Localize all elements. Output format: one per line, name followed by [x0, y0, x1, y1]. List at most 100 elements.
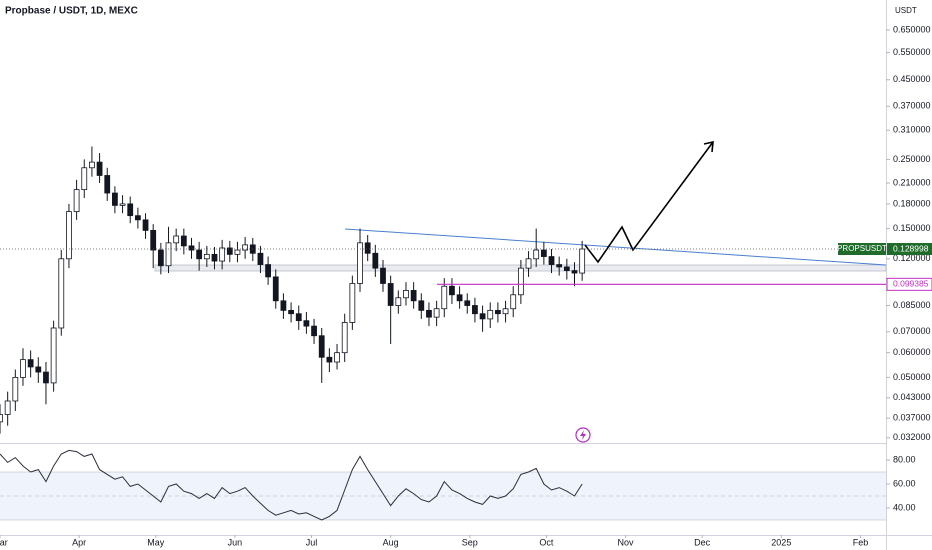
candle-body — [548, 256, 555, 265]
candle-body — [334, 352, 340, 363]
candle-body — [27, 359, 34, 368]
candle-body — [288, 309, 294, 315]
candle-body — [472, 305, 478, 315]
candle-body — [50, 327, 57, 384]
candle-body — [73, 189, 80, 213]
chart-title: Propbase / USDT, 1D, MEXC — [5, 6, 138, 17]
x-tick-label: Nov — [618, 537, 635, 547]
candle-body — [66, 211, 72, 260]
price-badge — [887, 243, 932, 256]
y-tick-label: 0.180000 — [893, 198, 931, 208]
candle-body — [142, 219, 149, 231]
candle-body — [12, 376, 19, 402]
x-tick-label: Mar — [0, 537, 8, 547]
x-tick-label: Aug — [383, 537, 399, 547]
candle-body — [341, 322, 348, 354]
x-tick-label: Sep — [462, 537, 478, 547]
y-tick-label: 0.032000 — [893, 432, 931, 442]
candle-body — [119, 203, 126, 206]
candle-body — [311, 325, 317, 337]
candle-body — [579, 248, 586, 274]
y-tick-label: 0.043000 — [893, 392, 931, 402]
y-tick-label: 0.050000 — [893, 372, 931, 382]
candle-body — [418, 300, 425, 311]
candle-body — [318, 335, 325, 358]
candle-body — [364, 242, 371, 254]
rsi-y-tick-label: 40.00 — [893, 502, 916, 512]
rsi-line — [0, 449, 583, 521]
y-tick-label: 0.250000 — [893, 154, 931, 164]
candle-body — [265, 264, 271, 278]
candle-body — [96, 161, 103, 176]
candle-body — [303, 320, 310, 327]
candle-body — [426, 309, 432, 318]
rsi-y-tick-label: 60.00 — [893, 478, 916, 488]
candle-body — [495, 309, 501, 315]
candle-body — [295, 313, 302, 322]
x-tick-label: May — [147, 537, 165, 547]
x-tick-label: Dec — [694, 537, 711, 547]
currency-label: USDT — [895, 6, 917, 15]
y-tick-label: 0.370000 — [893, 101, 931, 111]
candle-body — [150, 229, 157, 251]
candle-body — [563, 266, 570, 271]
candle-body — [441, 285, 448, 310]
candle-body — [234, 249, 241, 255]
candle-body — [433, 308, 440, 318]
arrow-head — [703, 140, 714, 153]
candle-body — [226, 247, 233, 255]
candle-body — [395, 297, 402, 306]
candle-body — [387, 283, 394, 306]
x-tick-label: Oct — [539, 537, 554, 547]
candle-body — [357, 242, 363, 284]
candle-body — [173, 235, 180, 244]
candle-body — [257, 252, 264, 265]
y-tick-label: 0.070000 — [893, 326, 931, 336]
level-label: 0.099385 — [893, 279, 929, 289]
y-tick-label: 0.650000 — [893, 24, 931, 34]
y-tick-label: 0.120000 — [893, 253, 931, 263]
candle-body — [165, 242, 172, 267]
y-tick-label: 0.060000 — [893, 347, 931, 357]
candle-body — [35, 366, 42, 373]
projection-path — [584, 141, 714, 264]
candle-body — [464, 300, 471, 306]
last-price-label: 0.128998 — [893, 243, 929, 253]
candle-body — [487, 309, 494, 320]
candle-body — [157, 249, 164, 267]
x-tick-label: Apr — [72, 537, 86, 547]
candle-body — [0, 414, 3, 423]
candle-body — [280, 300, 287, 311]
candle-body — [525, 258, 532, 269]
y-tick-label: 0.150000 — [893, 223, 931, 233]
candle-body — [571, 270, 578, 274]
y-tick-label: 0.310000 — [893, 125, 931, 135]
x-tick-label: 2025 — [771, 537, 791, 547]
lightning-icon[interactable] — [575, 427, 591, 443]
candle-body — [242, 244, 249, 251]
x-tick-label: Jun — [228, 537, 243, 547]
candle-body — [326, 356, 333, 363]
candle-body — [517, 267, 524, 296]
y-tick-label: 0.210000 — [893, 177, 931, 187]
candle-body — [219, 247, 226, 262]
x-tick-label: Jul — [306, 537, 318, 547]
candle-body — [449, 285, 455, 296]
candle-body — [556, 264, 563, 268]
candle-body — [127, 203, 134, 217]
symbol-badge — [838, 243, 886, 256]
y-tick-label: 0.450000 — [893, 74, 931, 84]
candle-body — [272, 276, 279, 302]
candle-body — [533, 249, 540, 260]
rsi-y-tick-label: 80.00 — [893, 454, 916, 464]
icon-bolt — [580, 430, 586, 440]
candle-body — [134, 215, 141, 221]
candle-body — [380, 267, 386, 284]
x-tick-label: Feb — [853, 537, 869, 547]
candle-body — [403, 290, 409, 299]
level-badge — [886, 277, 932, 291]
candle-body — [20, 359, 26, 378]
candle-body — [349, 283, 356, 323]
